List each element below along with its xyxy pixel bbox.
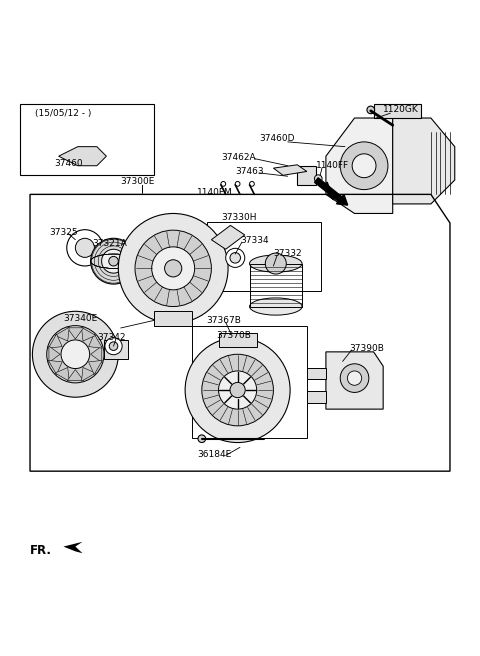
Circle shape bbox=[198, 435, 205, 443]
Text: 37460: 37460 bbox=[54, 159, 83, 168]
Text: (15/05/12 - ): (15/05/12 - ) bbox=[35, 109, 91, 117]
Circle shape bbox=[230, 382, 245, 398]
Text: 1120GK: 1120GK bbox=[383, 105, 419, 114]
Circle shape bbox=[235, 182, 240, 186]
Circle shape bbox=[152, 247, 195, 290]
Circle shape bbox=[314, 174, 322, 182]
Text: 37463: 37463 bbox=[235, 167, 264, 176]
Circle shape bbox=[165, 260, 182, 277]
Text: 1140FM: 1140FM bbox=[197, 188, 233, 197]
Circle shape bbox=[226, 249, 245, 268]
Polygon shape bbox=[326, 352, 383, 409]
Polygon shape bbox=[373, 104, 421, 118]
Text: 37300E: 37300E bbox=[120, 178, 155, 186]
Polygon shape bbox=[274, 165, 307, 175]
Polygon shape bbox=[59, 147, 107, 166]
Text: 37367B: 37367B bbox=[206, 316, 241, 325]
Circle shape bbox=[33, 312, 118, 397]
Circle shape bbox=[367, 106, 374, 113]
Polygon shape bbox=[67, 369, 84, 380]
Polygon shape bbox=[49, 346, 60, 362]
FancyArrow shape bbox=[314, 178, 348, 205]
Text: 37340E: 37340E bbox=[63, 314, 97, 323]
Circle shape bbox=[348, 371, 362, 385]
Text: 37370B: 37370B bbox=[216, 331, 251, 340]
Circle shape bbox=[102, 249, 125, 273]
Text: FR.: FR. bbox=[30, 544, 52, 557]
Polygon shape bbox=[48, 334, 62, 348]
Text: 37332: 37332 bbox=[274, 249, 302, 258]
Polygon shape bbox=[104, 340, 128, 359]
Polygon shape bbox=[82, 327, 96, 341]
Bar bbox=[192, 325, 307, 438]
Circle shape bbox=[202, 354, 274, 426]
Polygon shape bbox=[307, 367, 326, 379]
Bar bbox=[206, 222, 321, 291]
Polygon shape bbox=[91, 346, 102, 362]
Circle shape bbox=[118, 213, 228, 323]
Circle shape bbox=[47, 325, 104, 383]
Text: 37462A: 37462A bbox=[221, 153, 255, 161]
Circle shape bbox=[75, 238, 95, 257]
Ellipse shape bbox=[250, 255, 302, 272]
Circle shape bbox=[109, 342, 118, 350]
Polygon shape bbox=[154, 312, 192, 325]
Circle shape bbox=[135, 230, 211, 306]
Circle shape bbox=[67, 230, 103, 266]
Text: 36184E: 36184E bbox=[197, 450, 231, 459]
Polygon shape bbox=[67, 328, 84, 339]
Circle shape bbox=[109, 256, 118, 266]
Text: 37334: 37334 bbox=[240, 236, 269, 245]
Polygon shape bbox=[55, 367, 69, 381]
Polygon shape bbox=[211, 226, 245, 249]
Circle shape bbox=[185, 338, 290, 443]
Circle shape bbox=[340, 142, 388, 190]
Circle shape bbox=[352, 154, 376, 178]
Text: 37342: 37342 bbox=[97, 333, 125, 342]
Polygon shape bbox=[89, 334, 102, 348]
Circle shape bbox=[340, 364, 369, 392]
Polygon shape bbox=[89, 360, 102, 375]
Polygon shape bbox=[82, 367, 96, 381]
Circle shape bbox=[105, 338, 122, 355]
Bar bbox=[250, 264, 302, 306]
Circle shape bbox=[250, 182, 254, 186]
Polygon shape bbox=[63, 542, 83, 553]
Text: 1140FF: 1140FF bbox=[316, 161, 349, 171]
Polygon shape bbox=[297, 166, 316, 185]
Text: 37325: 37325 bbox=[49, 228, 78, 237]
Polygon shape bbox=[48, 360, 62, 375]
Text: 37330H: 37330H bbox=[221, 213, 256, 222]
Polygon shape bbox=[307, 392, 326, 403]
Text: 37390B: 37390B bbox=[350, 344, 384, 352]
Circle shape bbox=[218, 371, 257, 409]
Text: 37460D: 37460D bbox=[259, 134, 295, 143]
Circle shape bbox=[61, 340, 90, 369]
Text: 37321A: 37321A bbox=[92, 239, 127, 247]
Polygon shape bbox=[55, 327, 69, 341]
Circle shape bbox=[230, 253, 240, 263]
Circle shape bbox=[265, 253, 286, 274]
Polygon shape bbox=[393, 118, 455, 204]
Bar bbox=[21, 104, 154, 175]
Circle shape bbox=[91, 238, 136, 284]
Polygon shape bbox=[326, 118, 393, 213]
Polygon shape bbox=[218, 333, 257, 347]
Ellipse shape bbox=[250, 298, 302, 315]
Circle shape bbox=[221, 182, 226, 186]
